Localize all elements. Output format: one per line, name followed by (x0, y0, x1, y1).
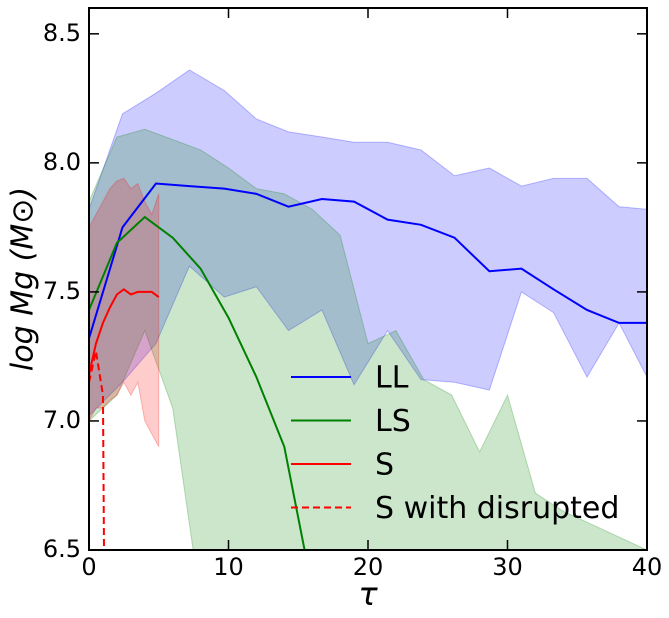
band (89, 177, 160, 447)
legend-label: LL (375, 361, 409, 396)
series-line (89, 182, 647, 339)
series-line (89, 215, 306, 550)
x-axis-label: τ (358, 575, 378, 613)
x-tick-label: 20 (353, 553, 384, 581)
band (89, 69, 647, 417)
band (89, 128, 647, 550)
y-tick-label: 7.0 (43, 406, 81, 434)
x-tick-label: 10 (213, 553, 244, 581)
y-tick-label: 6.5 (43, 535, 81, 563)
series-line (89, 288, 160, 375)
plot-area (89, 69, 647, 550)
legend-label: S with disrupted (375, 491, 619, 526)
y-axis-label: log Mg (M⊙) (6, 187, 41, 371)
legend-label: LS (375, 404, 411, 439)
x-tick-label: 30 (492, 553, 523, 581)
series-line (89, 351, 105, 550)
y-tick-label: 8.0 (43, 148, 81, 176)
x-tick-label: 0 (81, 553, 96, 581)
x-tick-label: 40 (632, 553, 663, 581)
legend-label: S (375, 448, 394, 483)
y-tick-label: 8.5 (43, 19, 81, 47)
y-tick-label: 7.5 (43, 277, 81, 305)
